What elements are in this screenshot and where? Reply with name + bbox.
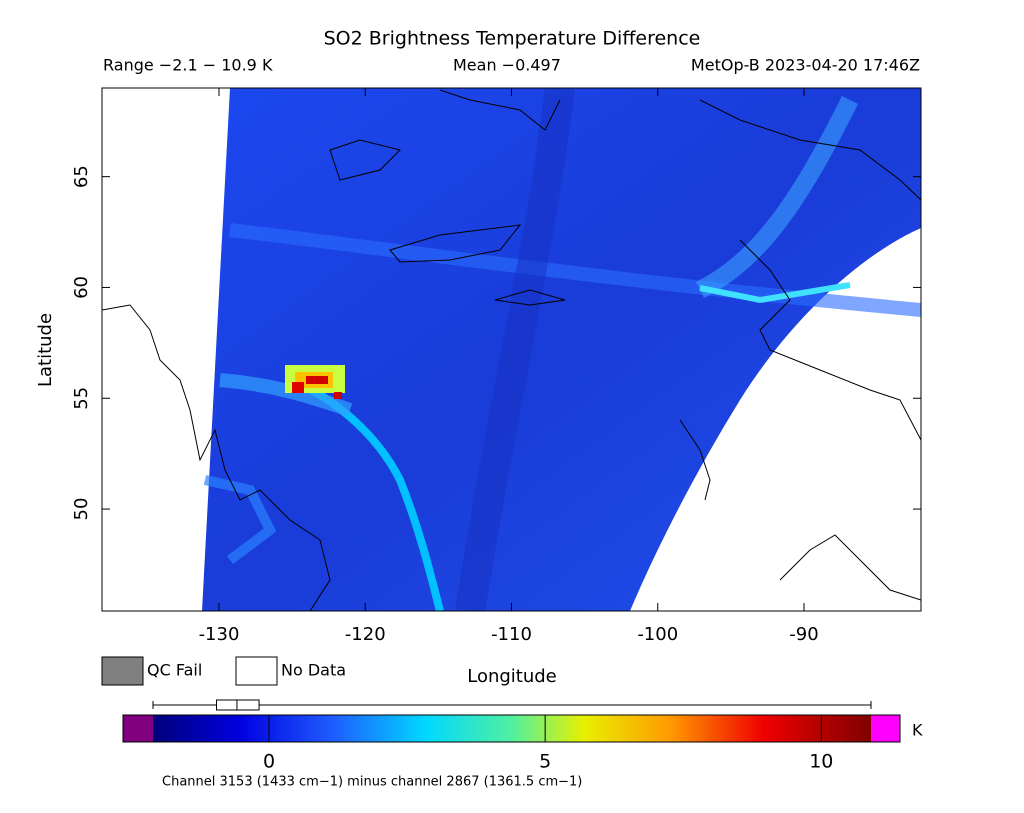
map-image <box>102 88 921 611</box>
range-label: Range −2.1 − 10.9 K <box>103 56 273 75</box>
x-tick-label: -100 <box>637 624 678 645</box>
swath-band <box>455 88 575 611</box>
box <box>216 699 260 711</box>
footnote: Channel 3153 (1433 cm−1) minus channel 2… <box>162 775 582 790</box>
plume <box>219 373 353 417</box>
x-axis-label: Longitude <box>467 666 557 687</box>
x-tick-label: -90 <box>789 624 818 645</box>
x-tick-label: -120 <box>345 624 386 645</box>
y-tick-label: 60 <box>71 276 92 299</box>
swath <box>202 88 921 611</box>
x-tick-label: -130 <box>199 624 240 645</box>
legend-label: No Data <box>281 661 346 680</box>
colorbar-tick-label: 0 <box>263 751 275 773</box>
colorbar-tick-label: 5 <box>539 751 551 773</box>
colorbar-unit: K <box>912 721 923 740</box>
swath-band <box>695 95 859 299</box>
y-tick-label: 55 <box>71 387 92 410</box>
swath-band <box>203 475 277 564</box>
x-tick-label: -110 <box>491 624 532 645</box>
plume <box>306 376 328 384</box>
legend-label: QC Fail <box>147 661 202 680</box>
colorbar-tick-label: 10 <box>809 751 833 773</box>
title: SO2 Brightness Temperature Difference <box>324 28 701 50</box>
colorbar <box>153 715 871 742</box>
y-axis-label: Latitude <box>35 313 56 387</box>
legend-swatch <box>235 656 278 686</box>
source-label: MetOp-B 2023-04-20 17:46Z <box>691 56 920 75</box>
colorbar-frame <box>122 714 901 743</box>
colorbar-over <box>871 715 900 742</box>
plume <box>292 382 304 393</box>
legend: QC Fail No Data <box>101 656 346 686</box>
plume <box>334 392 342 399</box>
legend-swatch <box>101 656 144 686</box>
mean-label: Mean −0.497 <box>453 56 561 75</box>
plume <box>699 282 851 304</box>
y-tick-label: 65 <box>71 165 92 188</box>
coastlines <box>102 89 921 611</box>
y-tick-label: 50 <box>71 498 92 521</box>
colorbar-under <box>123 715 153 742</box>
